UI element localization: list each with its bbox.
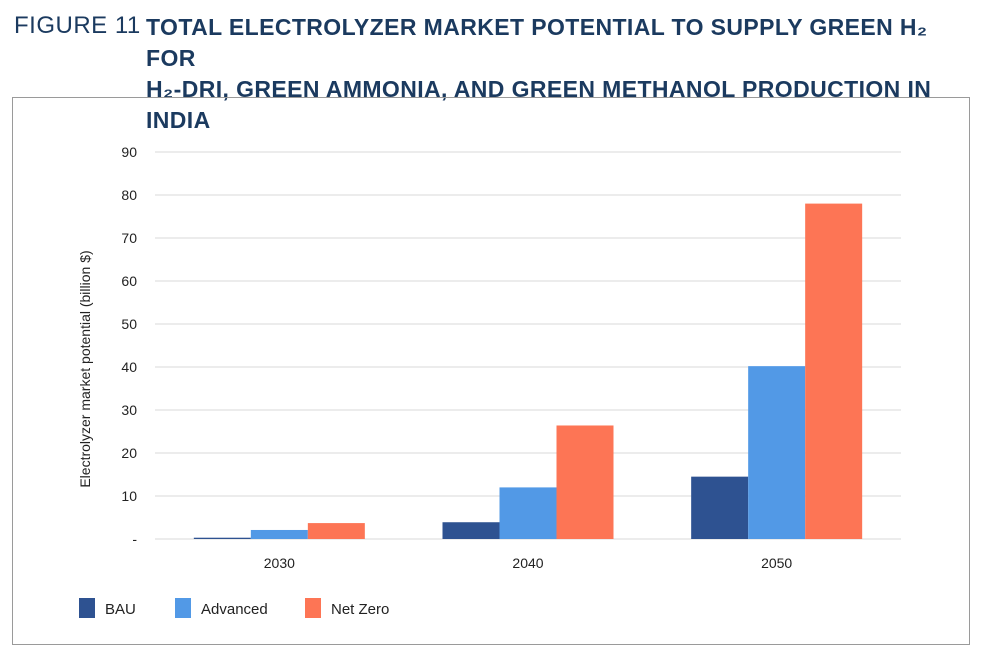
bar-net-zero-2040 [556, 425, 614, 539]
y-tick-label: 20 [121, 445, 137, 461]
x-tick-label: 2040 [512, 555, 543, 571]
y-tick-label: 30 [121, 402, 137, 418]
legend-item-advanced: Advanced [175, 598, 268, 618]
x-tick-labels: 2030 2040 2050 [264, 555, 793, 571]
bar-bau-2030 [193, 537, 251, 539]
chart-frame: -10 20 30 40 50 60 70 80 90 2030 2040 2050 Electro… [12, 97, 970, 645]
bars [193, 203, 863, 539]
legend-label: Advanced [201, 601, 268, 618]
y-tick-labels: - 10 20 30 40 50 60 70 80 90 [121, 144, 137, 547]
y-tick-label: 40 [121, 359, 137, 375]
y-tick-label: 60 [121, 273, 137, 289]
legend: BAU Advanced Net Zero [79, 598, 389, 618]
figure-label: FIGURE 11 [14, 12, 141, 39]
legend-swatch [79, 598, 95, 618]
bar-advanced-2050 [748, 366, 806, 539]
figure-title-line-1: TOTAL ELECTROLYZER MARKET POTENTIAL TO S… [146, 14, 928, 71]
y-tick-label: 80 [121, 187, 137, 203]
bar-advanced-2030 [250, 529, 308, 539]
legend-item-net-zero: Net Zero [305, 598, 389, 618]
y-tick-label: 70 [121, 230, 137, 246]
legend-label: Net Zero [331, 601, 389, 618]
y-tick-label: 10 [121, 488, 137, 504]
y-axis-label: Electrolyzer market potential (billion $… [77, 250, 93, 487]
legend-swatch [175, 598, 191, 618]
y-tick-label: 90 [121, 144, 137, 160]
bar-net-zero-2030 [307, 523, 365, 539]
y-tick-label: - [132, 531, 137, 547]
bar-bau-2040 [442, 522, 500, 539]
legend-swatch [305, 598, 321, 618]
x-tick-label: 2050 [761, 555, 792, 571]
bar-net-zero-2050 [805, 203, 863, 539]
y-tick-label: 50 [121, 316, 137, 332]
legend-item-bau: BAU [79, 598, 136, 618]
figure-header: FIGURE 11 TOTAL ELECTROLYZER MARKET POTE… [14, 12, 974, 133]
legend-label: BAU [105, 601, 136, 618]
bar-advanced-2040 [499, 487, 557, 539]
bar-bau-2050 [691, 476, 749, 539]
x-tick-label: 2030 [264, 555, 295, 571]
